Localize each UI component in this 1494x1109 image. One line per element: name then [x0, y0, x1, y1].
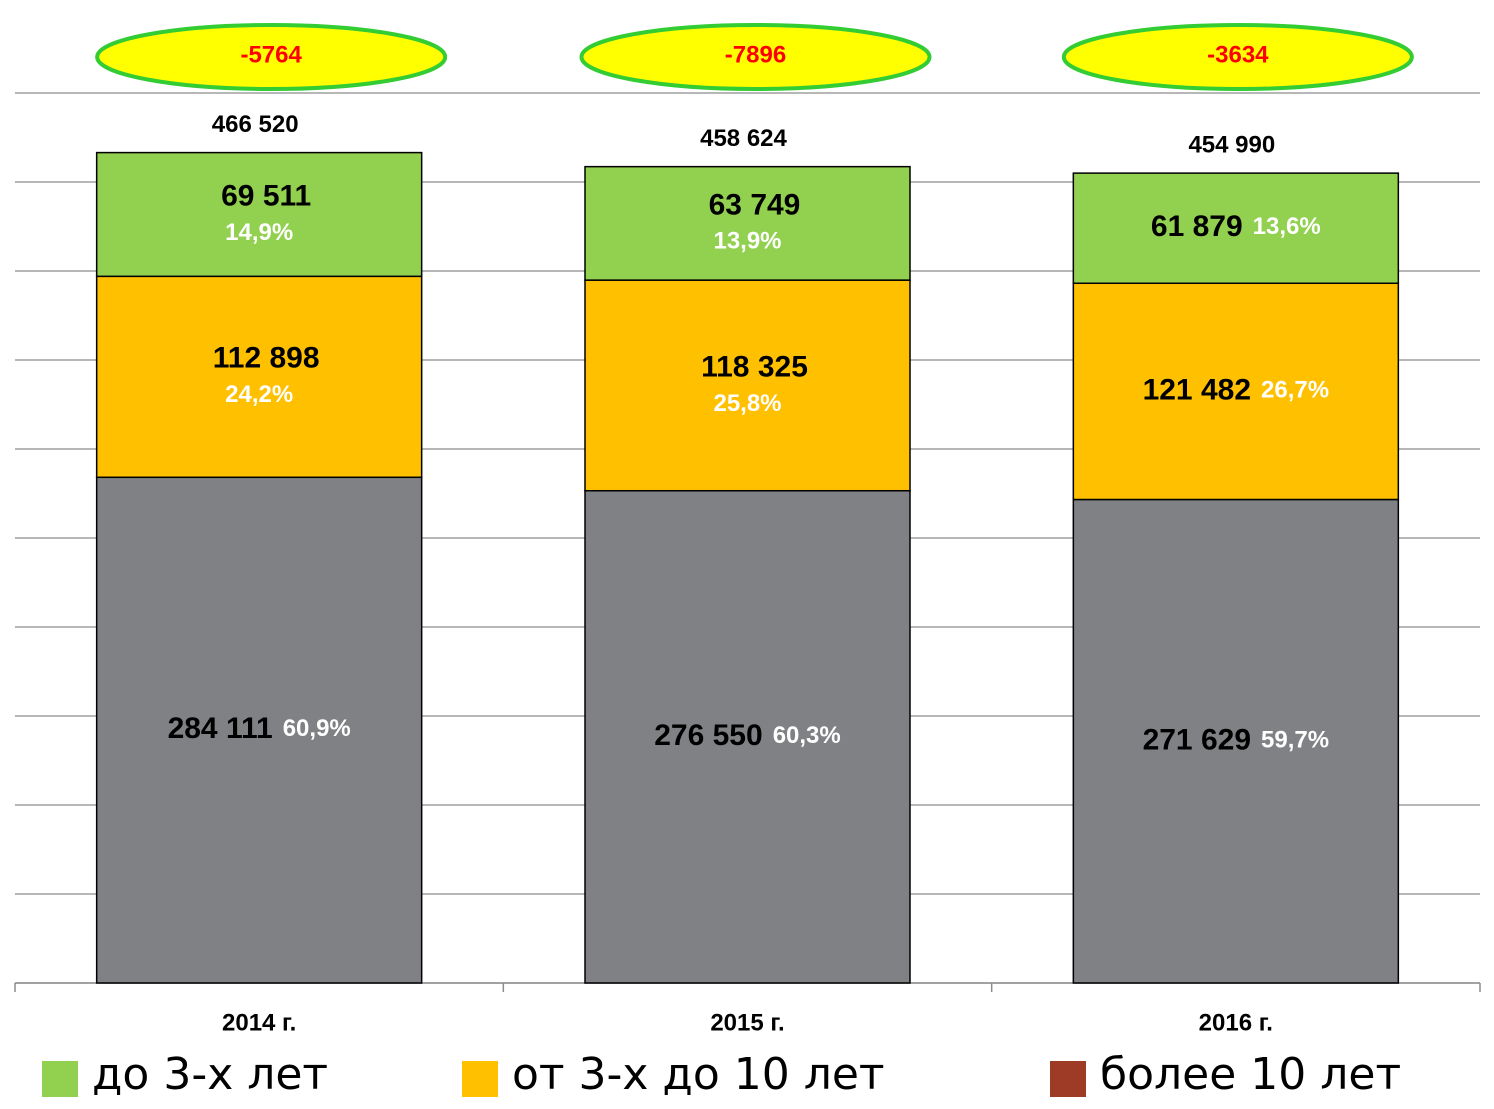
share-label: 26,7% — [1261, 377, 1329, 404]
bar-segment — [95, 476, 423, 984]
value-label: 61 879 — [1151, 210, 1243, 243]
segment-label: 276 550 60,3% — [654, 719, 841, 752]
legend-label: более 10 лет — [1100, 1049, 1401, 1100]
value-label: 118 325 — [701, 350, 808, 383]
share-label: 60,9% — [283, 715, 351, 742]
difference-label: -7896 — [725, 41, 786, 68]
difference-badge — [1061, 23, 1414, 91]
value-label: 276 550 — [654, 719, 762, 752]
value-label: 112 898 — [213, 342, 320, 375]
bar-segment — [1072, 498, 1400, 984]
share-label: 25,8% — [713, 390, 781, 417]
x-tick-label: 2014 г. — [222, 1009, 296, 1036]
value-label: 63 749 — [709, 188, 801, 221]
legend-label: от 3-х до 10 лет — [512, 1049, 885, 1100]
bar-segment — [584, 165, 911, 281]
legend-swatch — [42, 1061, 78, 1097]
segment-label: 271 629 59,7% — [1143, 723, 1330, 756]
x-tick-label: 2015 г. — [710, 1009, 784, 1036]
x-tick-label: 2016 г. — [1199, 1009, 1273, 1036]
share-label: 13,9% — [713, 228, 781, 255]
legend-label: до 3-х лет — [92, 1049, 328, 1100]
share-label: 14,9% — [225, 219, 293, 246]
legend-swatch — [462, 1061, 498, 1097]
bar-segment — [1072, 172, 1400, 285]
segment-label: 121 482 26,7% — [1143, 373, 1330, 406]
total-label: 458 624 — [700, 125, 787, 152]
value-label: 121 482 — [1143, 373, 1251, 406]
share-label: 24,2% — [225, 381, 293, 408]
share-label: 60,3% — [773, 722, 841, 749]
difference-label: -5764 — [240, 41, 302, 68]
bar-segment — [584, 279, 911, 492]
segment-label: 284 111 60,9% — [168, 712, 351, 745]
value-label: 284 111 — [168, 712, 273, 745]
segment-label: 61 879 13,6% — [1151, 210, 1321, 243]
difference-label: -3634 — [1207, 41, 1269, 68]
bar-segment — [95, 151, 423, 278]
difference-badge — [95, 23, 448, 91]
value-label: 69 511 — [221, 179, 311, 212]
difference-badge — [579, 23, 932, 91]
bar-segment — [95, 275, 423, 479]
total-label: 454 990 — [1188, 131, 1275, 158]
total-label: 466 520 — [212, 111, 299, 138]
value-label: 271 629 — [1143, 723, 1251, 756]
legend-swatch — [1050, 1061, 1086, 1097]
bar-segment — [584, 489, 911, 984]
share-label: 59,7% — [1261, 727, 1329, 754]
share-label: 13,6% — [1253, 214, 1321, 241]
